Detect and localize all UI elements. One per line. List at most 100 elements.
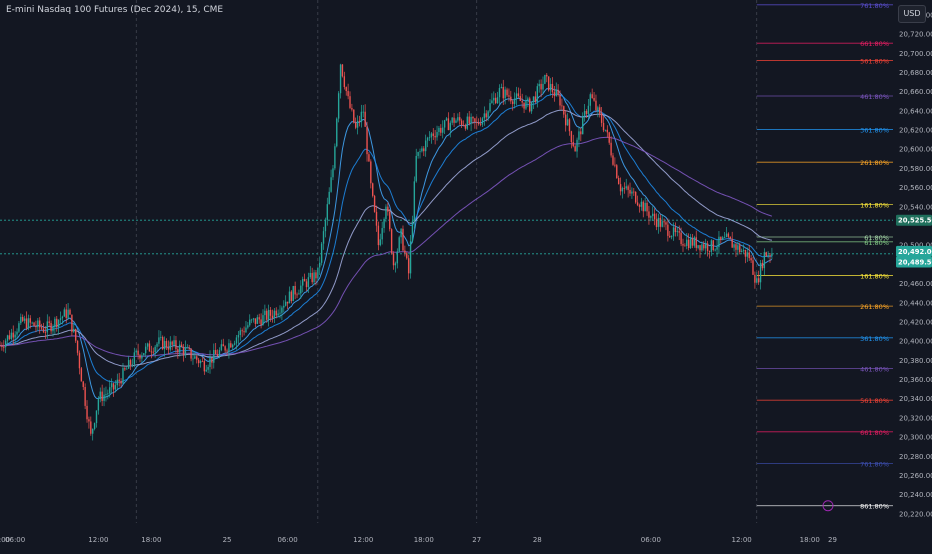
candle-body [504, 89, 506, 99]
candle-body [459, 117, 461, 121]
price-tick-label: 20,300.00 [899, 434, 932, 442]
candle-body [525, 100, 527, 109]
candle-body [546, 74, 548, 77]
candle-body [631, 191, 633, 194]
candle-body [657, 217, 660, 227]
fib-lower-label: 561.80% [860, 397, 889, 405]
price-tick-label: 20,680.00 [899, 69, 932, 77]
candle-body [205, 369, 207, 372]
candle-body [18, 323, 20, 332]
candle-body [703, 244, 705, 249]
candle-body [695, 237, 697, 248]
price-axis-background [893, 0, 932, 550]
candle-body [156, 343, 158, 347]
last-price-label-bg [896, 245, 932, 257]
candle-body [625, 186, 627, 189]
candle-body [714, 249, 716, 251]
candle-body [63, 309, 66, 317]
candle-body [228, 343, 230, 352]
candle-body [561, 105, 563, 107]
candle-body [290, 291, 293, 302]
time-tick-label: 06:00 [641, 536, 661, 544]
fib-lower-label: 161.80% [860, 272, 889, 280]
candle-body [294, 285, 296, 295]
currency-button[interactable]: USD [898, 5, 926, 23]
candle-body [25, 318, 28, 329]
candle-body [237, 334, 240, 338]
price-tick-label: 20,640.00 [899, 107, 932, 115]
time-axis[interactable]: 06:00 12:00 18:00 25 06:00 12:00 18:00 27 28 06:0… [0, 523, 932, 550]
candles [0, 63, 773, 441]
candle-body [413, 181, 416, 222]
candle-body [723, 237, 726, 238]
candle-body [209, 357, 211, 367]
candle-body [689, 238, 692, 248]
price-tick-label: 20,260.00 [899, 472, 932, 480]
candle-body [570, 131, 573, 143]
candle-body [373, 195, 376, 212]
candle-body [761, 262, 764, 269]
candle-body [417, 151, 419, 156]
candle-body [502, 86, 504, 99]
price-tick-label: 20,440.00 [899, 299, 932, 307]
candle-body [220, 344, 223, 351]
candle-body [580, 131, 582, 135]
candle-body [167, 347, 170, 350]
candle-body [574, 146, 576, 152]
time-tick-label: 18:00 [141, 536, 161, 544]
candle-body [432, 133, 434, 136]
candle-body [213, 350, 215, 363]
candle-body [582, 115, 584, 135]
price-tick-label: 20,240.00 [899, 491, 932, 499]
candle-body [252, 318, 255, 320]
candle-body [97, 399, 100, 411]
candle-body [423, 148, 425, 152]
candle-body [759, 262, 762, 283]
candle-body [99, 391, 101, 400]
candle-body [387, 206, 389, 212]
candle-body [317, 267, 319, 279]
chart-title: E-mini Nasdaq 100 Futures (Dec 2024), 15… [6, 5, 224, 15]
fib-lower-label: 261.80% [860, 303, 889, 311]
candle-body [440, 127, 442, 133]
candle-body [523, 102, 525, 109]
candle-body [593, 97, 595, 101]
price-tick-label: 20,280.00 [899, 453, 932, 461]
lower-level-price-label: 20,489.50 [898, 258, 932, 266]
fib-upper-label: 61.80% [864, 234, 889, 242]
candle-body [415, 155, 417, 182]
candle-body [309, 272, 311, 278]
candle-body [604, 129, 607, 131]
candle-body [746, 252, 749, 257]
candle-body [129, 360, 132, 365]
candle-body [493, 97, 495, 101]
price-tick-label: 20,320.00 [899, 414, 932, 422]
candle-body [428, 137, 431, 139]
candle-body [286, 301, 289, 304]
time-tick-label: 18:00 [414, 536, 434, 544]
candle-body [150, 351, 153, 353]
price-tick-label: 20,500.00 [899, 242, 932, 250]
candle-body [336, 118, 338, 147]
candle-body [602, 122, 605, 131]
candle-body [249, 319, 251, 326]
candle-body [186, 347, 189, 349]
candle-body [144, 346, 147, 354]
candle-body [23, 318, 26, 321]
candle-body [57, 319, 60, 328]
price-axis[interactable]: 20,740.0020,720.0020,700.0020,680.0020,6… [893, 0, 932, 550]
candle-body [143, 353, 145, 356]
candle-body [521, 100, 523, 103]
candle-body [712, 240, 714, 251]
candle-body [693, 237, 696, 246]
candle-body [672, 227, 675, 237]
candle-body [105, 394, 107, 395]
candle-body [203, 361, 206, 372]
candle-body [201, 361, 204, 362]
candle-body [389, 211, 391, 230]
candle-body [283, 305, 285, 308]
candle-body [659, 217, 661, 227]
candle-body [226, 350, 228, 352]
